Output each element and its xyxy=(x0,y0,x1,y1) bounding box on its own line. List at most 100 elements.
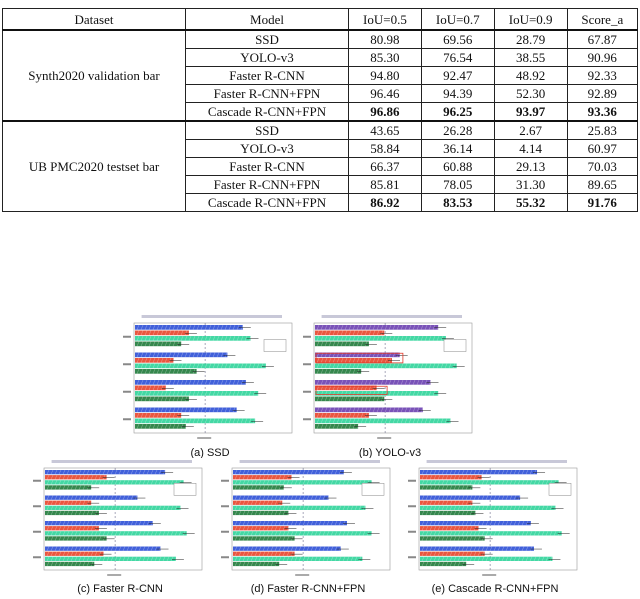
bar-hatch xyxy=(290,469,294,475)
bar-hatch xyxy=(364,379,368,385)
bar-hatch xyxy=(302,520,306,526)
bar-hatch xyxy=(449,500,453,506)
bar-hatch xyxy=(254,500,258,506)
bar-hatch xyxy=(78,520,82,526)
bar-hatch xyxy=(102,546,106,551)
bar-hatch xyxy=(320,363,324,369)
bar-hatch xyxy=(86,561,90,567)
bar-hatch xyxy=(433,500,437,506)
bar-hatch xyxy=(400,335,404,341)
bar-hatch xyxy=(290,536,294,541)
bar-mark xyxy=(135,391,259,396)
bar-hatch xyxy=(350,556,354,562)
bar-hatch xyxy=(274,531,278,536)
bar-hatch xyxy=(465,510,469,516)
bar-hatch xyxy=(310,495,314,500)
bar-hatch xyxy=(70,536,74,541)
bar-hatch xyxy=(156,335,160,341)
bar-hatch xyxy=(90,474,94,480)
bar-hatch xyxy=(469,474,473,480)
bar-hatch xyxy=(318,546,322,551)
bar-hatch xyxy=(258,551,262,557)
bar-hatch xyxy=(156,418,160,424)
bar-hatch xyxy=(328,357,332,363)
bar-hatch xyxy=(228,390,232,396)
bar-hatch xyxy=(445,510,449,516)
bar-hatch xyxy=(525,480,529,485)
metric-cell: 78.05 xyxy=(420,175,495,194)
bar-hatch xyxy=(82,500,86,506)
bar-hatch xyxy=(58,469,62,475)
bar-hatch xyxy=(340,324,344,330)
bar-hatch xyxy=(441,520,445,526)
bar-hatch xyxy=(86,505,90,511)
bar-hatch xyxy=(428,363,432,369)
bar-mark xyxy=(45,551,104,556)
metric-cell: 70.03 xyxy=(566,157,639,176)
bar-hatch xyxy=(86,495,90,500)
bar-hatch xyxy=(86,525,90,531)
bar-hatch xyxy=(156,368,160,374)
bar-mark xyxy=(135,369,197,374)
bar-hatch xyxy=(250,500,254,506)
bar-hatch xyxy=(234,510,238,516)
bar-hatch xyxy=(180,390,184,396)
bar-hatch xyxy=(416,335,420,341)
table-row: Faster R-CNN+FPN 96.46 94.39 52.30 92.89 xyxy=(3,84,639,103)
bar-hatch xyxy=(86,500,90,506)
bar-hatch xyxy=(376,396,380,402)
bar-mark xyxy=(420,470,538,475)
bar-hatch xyxy=(246,531,250,536)
bar-hatch xyxy=(234,520,238,526)
bar-hatch xyxy=(156,412,160,418)
bar-hatch xyxy=(421,505,425,511)
bar-hatch xyxy=(493,546,497,551)
bar-hatch xyxy=(328,368,332,374)
bar-hatch xyxy=(332,363,336,369)
bar-hatch xyxy=(521,505,525,511)
bar-hatch xyxy=(384,390,388,396)
bar-hatch xyxy=(392,390,396,396)
bar-hatch xyxy=(400,324,404,330)
bar-hatch xyxy=(144,335,148,341)
tick-label-stub xyxy=(303,418,311,421)
bar-hatch xyxy=(445,480,449,485)
bar-mark xyxy=(135,407,237,413)
bar-hatch xyxy=(274,500,278,506)
model-cell: Faster R-CNN+FPN xyxy=(185,84,349,103)
bar-hatch xyxy=(425,536,429,541)
bar-hatch xyxy=(453,536,457,541)
bar-hatch xyxy=(258,485,262,490)
bar-hatch xyxy=(66,485,70,490)
bar-hatch xyxy=(449,480,453,485)
bar-hatch xyxy=(200,390,204,396)
bar-hatch xyxy=(278,474,282,480)
bar-hatch xyxy=(86,536,90,541)
bar-hatch xyxy=(160,418,164,424)
bar-hatch xyxy=(106,531,110,536)
bar-hatch xyxy=(232,324,236,330)
bar-hatch xyxy=(505,495,509,500)
bar-hatch xyxy=(449,536,453,541)
metric-cell: 85.30 xyxy=(348,48,422,67)
bar-hatch xyxy=(250,546,254,551)
bar-hatch xyxy=(396,379,400,385)
bar-hatch xyxy=(50,500,54,506)
bar-hatch xyxy=(246,485,250,490)
bar-hatch xyxy=(352,423,356,429)
bar-hatch xyxy=(70,505,74,511)
bar-hatch xyxy=(342,520,346,526)
bar-hatch xyxy=(505,480,509,485)
bar-hatch xyxy=(140,379,144,385)
bar-hatch xyxy=(465,536,469,541)
bar-mark xyxy=(45,470,166,475)
bar-hatch xyxy=(342,469,346,475)
metric-cell: 25.83 xyxy=(566,120,639,140)
bar-hatch xyxy=(126,480,130,485)
bar-hatch xyxy=(258,561,262,567)
bar-hatch xyxy=(332,396,336,402)
bar-hatch xyxy=(136,412,140,418)
plot-frame xyxy=(418,467,578,571)
bar-hatch xyxy=(274,525,278,531)
bar-hatch xyxy=(348,341,352,347)
